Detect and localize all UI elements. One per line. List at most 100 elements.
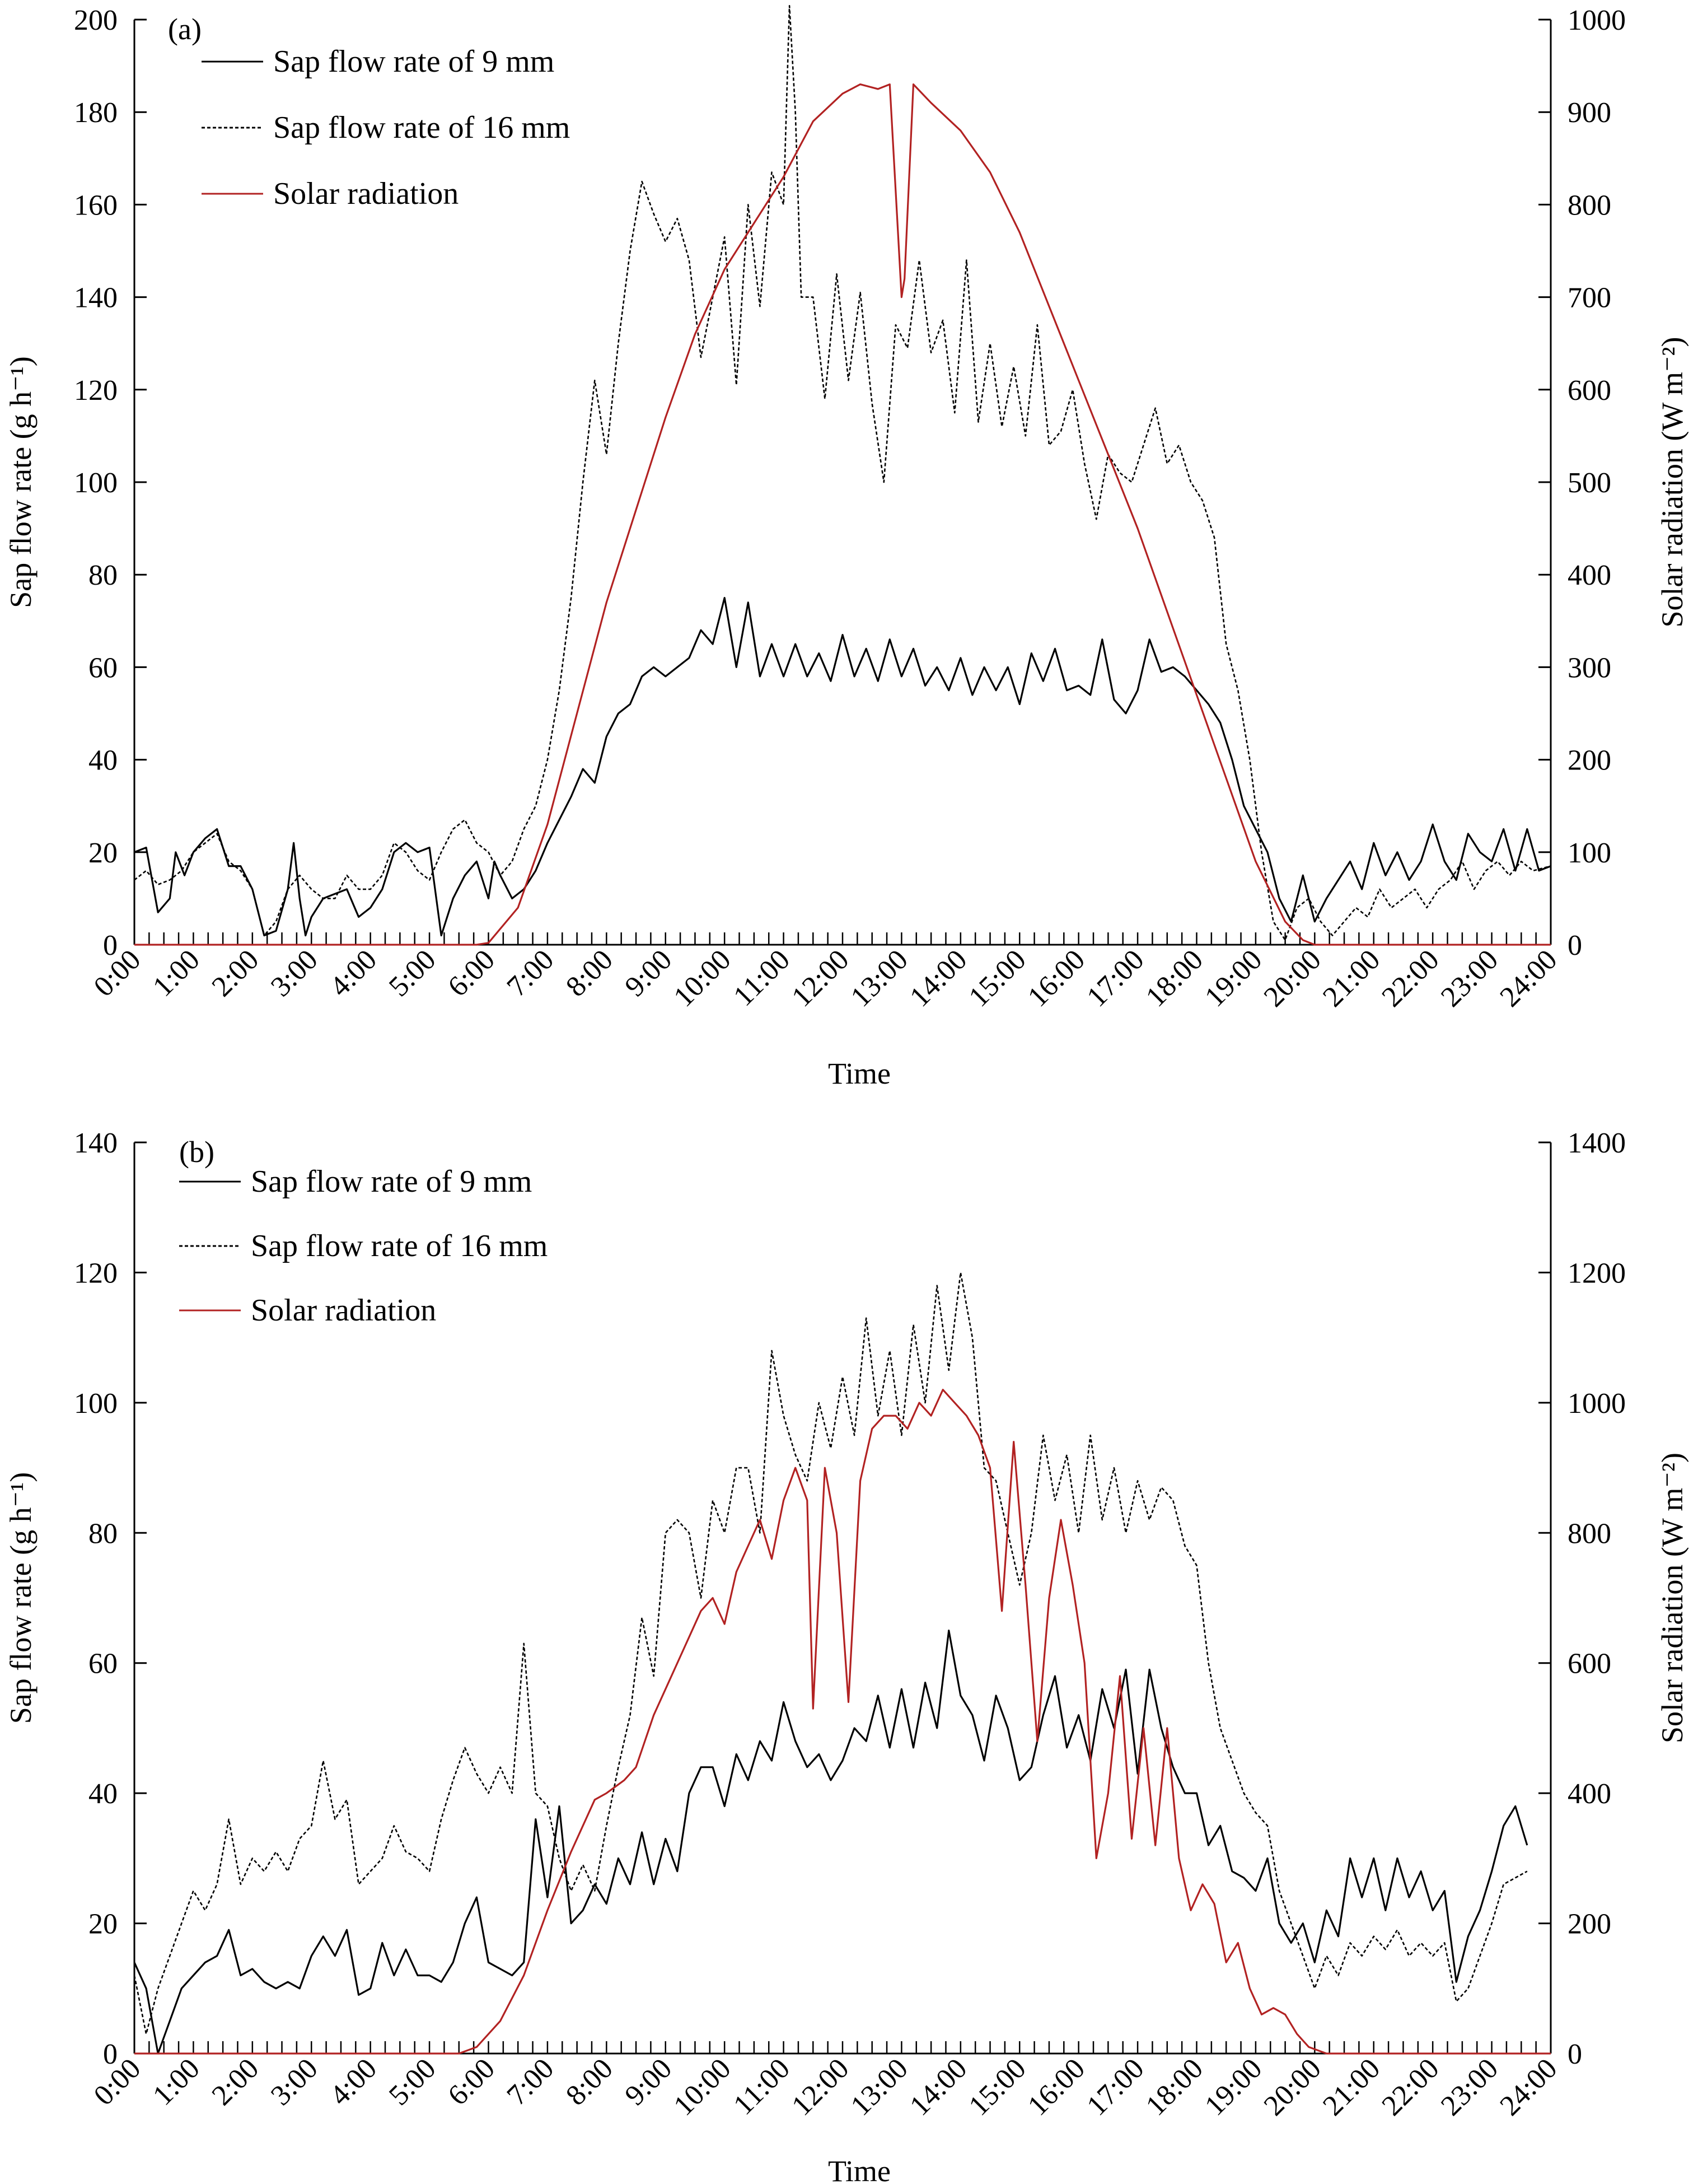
x-tick-label: 15:00 [963,944,1032,1013]
y-tick-label-left: 120 [74,375,118,407]
x-tick-label: 11:00 [727,2052,796,2121]
x-tick-label: 17:00 [1081,944,1150,1013]
x-tick-label: 13:00 [845,2052,914,2122]
legend-label-3: Solar radiation [251,1293,436,1328]
legend-label-2: Sap flow rate of 16 mm [273,110,570,145]
x-tick-label: 19:00 [1199,2052,1268,2122]
y-tick-label-right: 100 [1568,837,1611,869]
y-tick-label-right: 900 [1568,97,1611,129]
legend-label-3: Solar radiation [273,176,459,211]
x-tick-label: 12:00 [785,2052,855,2122]
y-tick-label-right: 700 [1568,282,1611,314]
x-tick-label: 7:00 [501,2052,560,2112]
x-tick-label: 20:00 [1258,944,1327,1013]
x-tick-label: 22:00 [1376,944,1446,1013]
x-tick-label: 10:00 [668,944,737,1013]
x-tick-label: 0:00 [88,944,147,1003]
x-tick-label: 24:00 [1494,2052,1563,2122]
y-tick-label-right: 800 [1568,189,1611,221]
panel-label: (b) [179,1135,214,1169]
y-tick-label-left: 60 [88,1648,118,1680]
x-tick-label: 2:00 [206,944,265,1003]
y-tick-label-right: 300 [1568,652,1611,684]
x-tick-label: 9:00 [619,944,679,1003]
panel-a: 0 20 40 60 80 100 120 140 160 180 200 0 100 200 300 400… [4,4,1689,1090]
x-axis-title: Time [828,1057,891,1090]
x-tick-label: 5:00 [383,2052,442,2112]
x-tick-label: 11:00 [727,944,796,1012]
y-tick-label-right: 600 [1568,375,1611,407]
y-axis-title-left: Sap flow rate (g h⁻¹) [4,356,38,608]
y-tick-label-right: 800 [1568,1518,1611,1550]
y-tick-label-left: 200 [74,4,118,36]
y-axis-title-right: Solar radiation (W m⁻²) [1655,337,1689,627]
x-tick-label: 17:00 [1081,2052,1150,2122]
series-line-2 [133,1272,1528,2035]
x-tick-label: 1:00 [147,944,206,1003]
y-tick-label-left: 40 [88,745,118,777]
x-tick-label: 3:00 [265,944,324,1003]
y-tick-label-right: 0 [1568,2038,1582,2070]
x-tick-label: 22:00 [1376,2052,1446,2122]
series-line-1 [134,596,1551,937]
x-tick-label: 21:00 [1317,944,1386,1013]
y-tick-label-left: 180 [74,97,118,129]
x-tick-label: 19:00 [1199,944,1268,1013]
x-tick-label: 9:00 [619,2052,679,2112]
y-tick-label-right: 600 [1568,1648,1611,1680]
y-tick-label-left: 140 [74,1127,118,1159]
y-tick-label-left: 20 [88,837,118,869]
y-tick-label-right: 1200 [1568,1257,1626,1289]
x-tick-label: 23:00 [1435,944,1504,1013]
y-axis-title-right: Solar radiation (W m⁻²) [1655,1453,1689,1743]
y-tick-label-right: 1000 [1568,1388,1626,1420]
x-tick-label: 15:00 [963,2052,1032,2122]
x-tick-label: 14:00 [904,2052,973,2122]
x-tick-label: 12:00 [785,944,855,1013]
x-tick-label: 18:00 [1140,944,1209,1013]
y-tick-label-right: 500 [1568,467,1611,499]
y-tick-label-right: 1400 [1568,1127,1626,1159]
series-line-3 [134,83,1551,946]
y-axis-title-left: Sap flow rate (g h⁻¹) [4,1472,38,1724]
y-tick-label-left: 0 [103,2038,118,2070]
x-tick-label: 23:00 [1435,2052,1504,2122]
y-tick-label-left: 140 [74,282,118,314]
series-line-3 [134,1389,1551,2055]
x-tick-label: 4:00 [324,944,383,1003]
y-tick-label-left: 160 [74,189,118,221]
x-tick-label: 21:00 [1317,2052,1386,2122]
x-tick-label: 6:00 [442,944,501,1003]
x-tick-label: 14:00 [904,944,973,1013]
panel-label: (a) [168,12,202,46]
series-line-2 [134,4,1551,941]
x-tick-label: 3:00 [265,2052,324,2112]
y-tick-label-left: 100 [74,467,118,499]
y-tick-label-left: 120 [74,1257,118,1289]
x-tick-label: 1:00 [147,2052,206,2112]
x-tick-label: 20:00 [1258,2052,1327,2122]
y-tick-label-right: 200 [1568,1908,1611,1940]
x-tick-label: 16:00 [1022,944,1091,1013]
x-tick-label: 7:00 [501,944,560,1003]
x-tick-label: 8:00 [560,944,619,1003]
y-tick-label-left: 100 [74,1388,118,1420]
x-tick-label: 8:00 [560,2052,619,2112]
legend-label-1: Sap flow rate of 9 mm [273,44,554,79]
x-tick-label: 13:00 [845,944,914,1013]
x-tick-label: 4:00 [324,2052,383,2112]
y-tick-label-left: 60 [88,652,118,684]
x-tick-label: 10:00 [668,2052,737,2122]
y-tick-label-right: 400 [1568,1778,1611,1810]
y-tick-label-right: 200 [1568,745,1611,777]
y-tick-label-right: 400 [1568,559,1611,591]
x-tick-label: 5:00 [383,944,442,1003]
y-tick-label-right: 1000 [1568,4,1626,36]
x-tick-label: 6:00 [442,2052,501,2112]
y-tick-label-left: 20 [88,1908,118,1940]
x-axis-title: Time [828,2154,891,2184]
y-tick-label-right: 0 [1568,930,1582,962]
y-tick-label-left: 0 [103,930,118,962]
legend-label-2: Sap flow rate of 16 mm [251,1229,548,1263]
